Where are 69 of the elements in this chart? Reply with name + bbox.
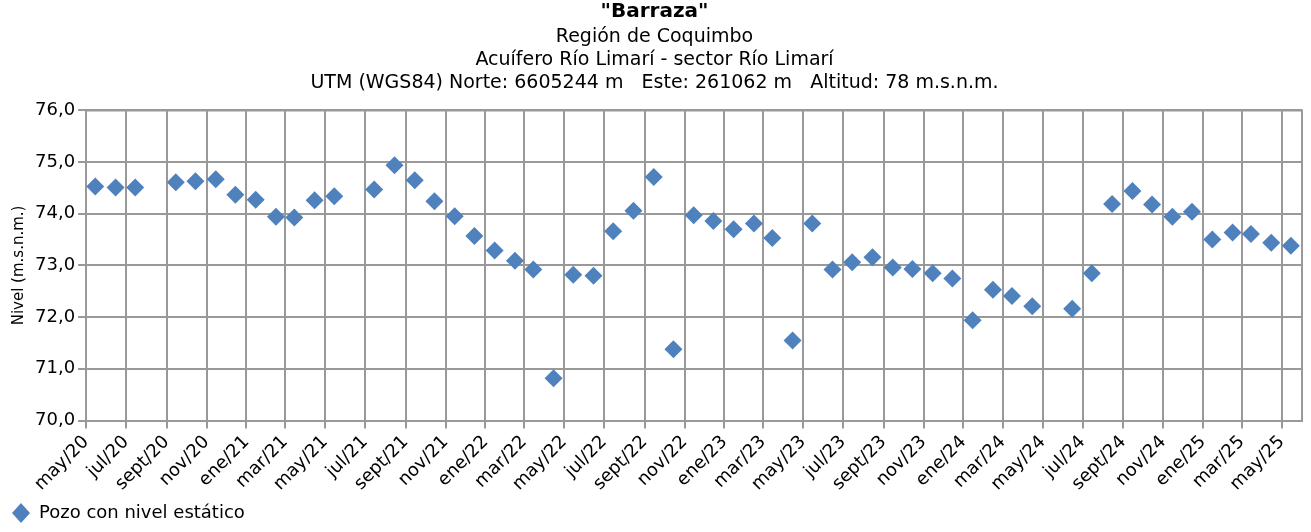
point [943, 269, 962, 288]
point [923, 264, 942, 283]
point [903, 260, 922, 279]
point [524, 260, 543, 279]
point [823, 260, 842, 279]
point [106, 178, 125, 197]
point [604, 222, 623, 241]
point [803, 214, 822, 233]
legend-label: Pozo con nivel estático [39, 500, 245, 522]
point [246, 190, 265, 209]
y-tick-label: 76,0 [35, 98, 76, 120]
point [1002, 286, 1021, 305]
point [1281, 236, 1300, 255]
point [744, 214, 763, 233]
point [704, 212, 723, 231]
point [963, 311, 982, 330]
y-tick-label: 75,0 [35, 149, 76, 171]
point [405, 171, 424, 190]
point [425, 192, 444, 211]
y-tick-label: 73,0 [35, 253, 76, 275]
point [1163, 207, 1182, 226]
point [724, 220, 743, 239]
point [883, 258, 902, 277]
point [1262, 233, 1281, 252]
y-tick-label: 70,0 [35, 408, 76, 430]
point [1241, 224, 1260, 243]
point [1223, 223, 1242, 242]
point [644, 168, 663, 187]
point [365, 180, 384, 199]
point [1143, 195, 1162, 214]
point [285, 208, 304, 227]
point [1183, 202, 1201, 221]
point [843, 253, 862, 272]
point [505, 251, 524, 270]
point [485, 241, 504, 260]
point [1123, 182, 1142, 201]
point [1203, 230, 1222, 249]
point [445, 207, 464, 226]
y-tick-label: 71,0 [35, 356, 76, 378]
point [465, 227, 484, 245]
point [86, 177, 105, 196]
chart-subtitle: Región de Coquimbo Acuífero Río Limarí - sector Río Limarí UTM (WGS84) Norte: 6605244 m Este: 261062 m Altitud: 78 m.s.n.m. [310, 24, 999, 92]
point [206, 170, 225, 189]
point [783, 331, 802, 350]
point [1023, 297, 1042, 316]
point [564, 265, 583, 284]
point [266, 207, 285, 226]
y-tick-label: 72,0 [35, 304, 76, 326]
point [126, 178, 145, 197]
point [544, 369, 563, 388]
point [226, 185, 245, 204]
y-axis-title: Nivel (m.s.n.m.) [8, 205, 27, 326]
point [584, 266, 603, 285]
point [1082, 264, 1101, 283]
point [684, 206, 703, 225]
point [624, 201, 643, 220]
point [385, 156, 404, 175]
point [664, 340, 683, 359]
point [305, 191, 324, 210]
point [166, 173, 185, 192]
point [763, 229, 782, 248]
chart-title: "Barraza" [600, 0, 709, 23]
y-tick-label: 74,0 [35, 201, 76, 223]
point [186, 172, 205, 191]
point [325, 187, 344, 206]
point [1063, 299, 1082, 318]
point [863, 248, 882, 267]
point [1103, 194, 1122, 213]
point [983, 280, 1002, 299]
